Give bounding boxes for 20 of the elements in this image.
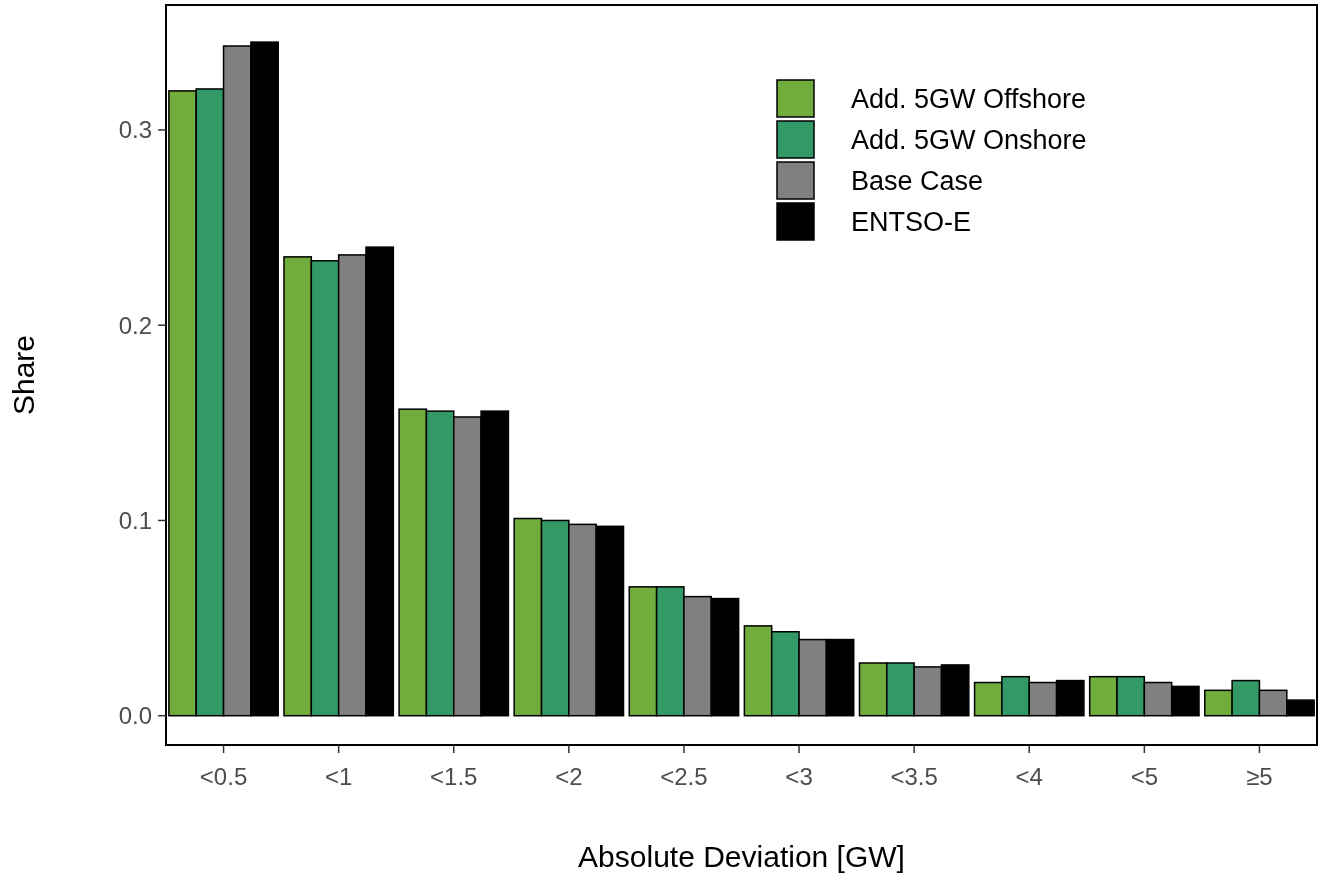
x-tick-label: <3	[785, 763, 813, 790]
x-tick-label: <1.5	[430, 763, 478, 790]
x-axis-title: Absolute Deviation [GW]	[578, 840, 905, 873]
y-tick-label: 0.1	[118, 506, 152, 534]
x-tick-label: <2.5	[660, 763, 708, 790]
legend-label: Add. 5GW Offshore	[851, 84, 1087, 115]
x-tick-label: ≥5	[1246, 763, 1273, 790]
legend-label: Base Case	[851, 166, 984, 197]
x-tick-label: <1	[324, 763, 353, 790]
x-tick-label: <4	[1015, 763, 1043, 790]
legend-label: Add. 5GW Onshore	[851, 125, 1087, 156]
x-tick-label: <5	[1130, 763, 1159, 790]
x-tick-label: <2	[555, 763, 583, 790]
y-tick-label: 0.0	[118, 702, 152, 730]
y-tick-label: 0.3	[118, 116, 152, 144]
y-axis-title: Share	[7, 334, 40, 416]
legend-label: ENTSO-E	[851, 207, 972, 238]
x-tick-label: <0.5	[199, 763, 248, 790]
y-tick-label: 0.2	[118, 311, 152, 339]
x-tick-label: <3.5	[890, 763, 938, 790]
